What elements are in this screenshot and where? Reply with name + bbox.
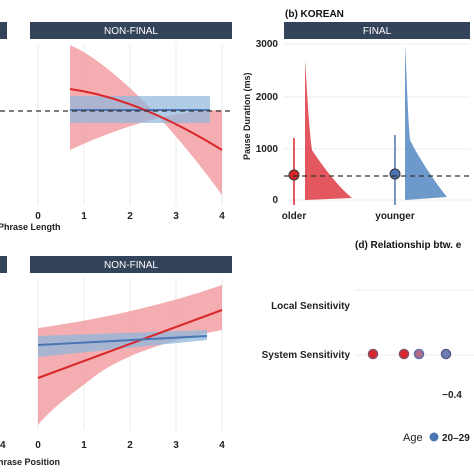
point-system-4 [440,348,452,360]
xtick-4-top: 4 [219,211,225,222]
xtick-2-top: 2 [127,211,133,222]
strip-label-top-middle: NON-FINAL [104,26,158,37]
xtick-4-left-remnant: 4 [0,440,6,451]
ytick-0: 0 [272,195,278,206]
fit-line-red-top [69,88,223,151]
xtick-1-top: 1 [81,211,87,222]
xtick-2-bottom: 2 [127,440,133,451]
point-system-1 [367,348,379,360]
strip-label-bottom-middle: NON-FINAL [104,260,158,271]
strip-label-top-right: FINAL [363,26,392,37]
panel-top-middle: NON-FINAL 0 1 2 3 4 Phrase Length [0,22,232,232]
xtick-neg04: −0.4 [442,390,462,401]
ci-band-blue-bottom [38,330,207,357]
mean-point-younger [389,168,401,180]
ylabel-right: Pause Duration (ms) [242,72,252,160]
fit-line-blue-bottom [37,335,208,346]
point-system-2 [398,348,410,360]
grid-top-right [284,43,470,201]
xtick-3-top: 3 [173,211,179,222]
panel-d-title: (d) Relationship btw. e [355,240,462,251]
panel-bottom-right: (d) Relationship btw. e Local Sensitivit… [262,240,474,444]
xtick-1-bottom: 1 [81,440,87,451]
strip-bottom-middle [30,256,232,273]
left-strip-remnant-top [0,22,7,39]
ytick-2000: 2000 [256,92,279,103]
xtick-0-top: 0 [35,211,41,222]
ycat-system-sensitivity: System Sensitivity [262,350,351,361]
xtick-0-bottom: 0 [35,440,41,451]
legend: Age 20–29 [403,432,470,444]
mean-point-older [288,169,300,181]
panel-top-right: (b) KOREAN FINAL Pause Duration (ms) 300… [242,9,470,222]
panel-b-title: (b) KOREAN [285,9,344,20]
strip-top-middle [30,22,232,39]
panel-bottom-middle: NON-FINAL 0 1 2 3 4 4 hrase Position [0,256,232,467]
xtick-4-bottom: 4 [219,440,225,451]
xlabel-bottom-left: hrase Position [0,457,60,467]
legend-label-1: 20–29 [442,433,470,444]
xtick-3-bottom: 3 [173,440,179,451]
legend-title: Age [403,432,423,444]
violin-older [305,60,352,200]
strip-top-right [284,22,470,39]
ci-band-red-top [70,45,222,210]
point-system-3 [413,348,425,360]
xcat-younger: younger [375,211,415,222]
fit-line-red-bottom [37,309,223,379]
ci-band-red-bottom [38,285,222,425]
xcat-older: older [282,211,307,222]
xlabel-top-left: Phrase Length [0,222,61,232]
legend-key-blue [429,432,439,442]
ycat-local-sensitivity: Local Sensitivity [271,301,350,312]
left-strip-remnant-bottom [0,256,7,273]
violin-younger [405,45,447,200]
ytick-1000: 1000 [256,144,279,155]
ytick-3000: 3000 [256,39,279,50]
